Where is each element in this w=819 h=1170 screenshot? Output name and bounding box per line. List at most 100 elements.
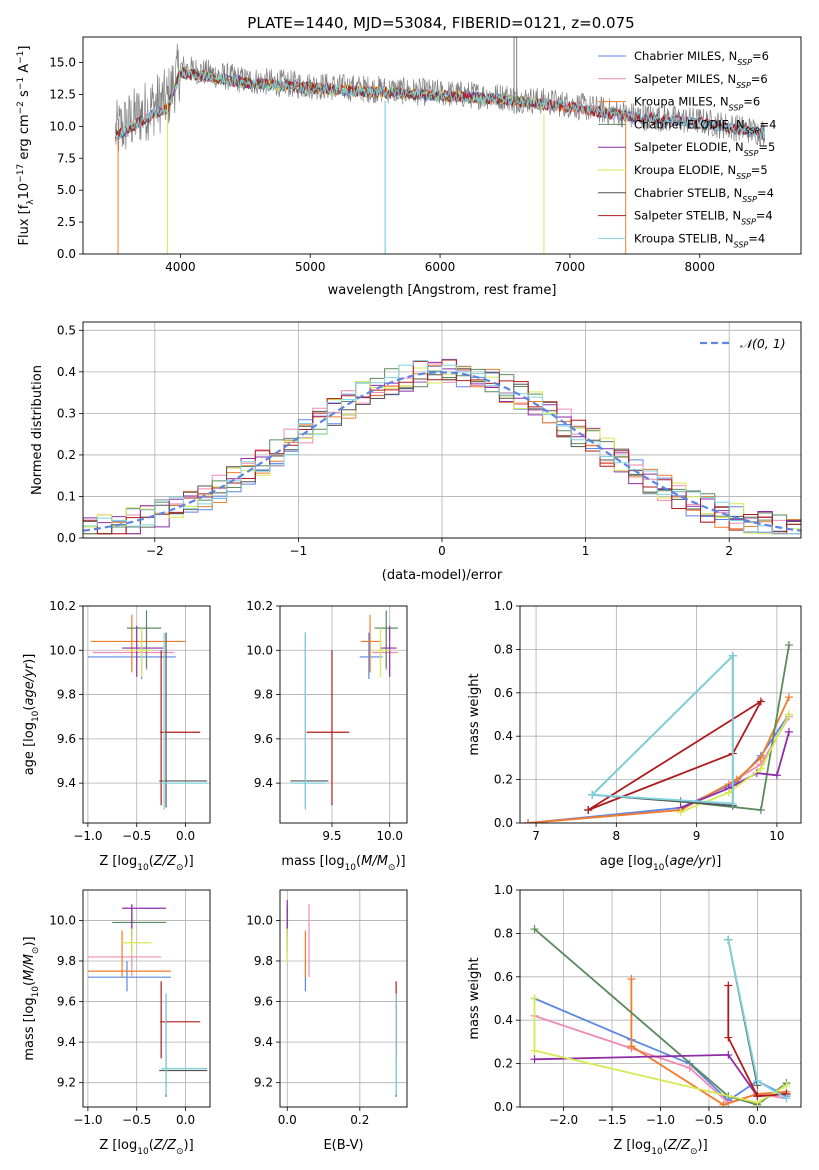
label-part: λ (26, 199, 36, 205)
label-part: age [log (22, 722, 37, 775)
weight-marker-chabrier_elodie (530, 925, 539, 934)
y-tick-label: 0.8 (494, 926, 513, 940)
grid-lines (520, 889, 801, 1108)
axes-frame (82, 321, 802, 539)
y-axis-label: Flux [fλ10−17 erg cm−2 s−1 A−1] (16, 46, 36, 246)
y-tick-label: 9.8 (254, 954, 273, 968)
label-part: ( (22, 981, 37, 986)
y-axis-label: age [log10(age/yr)] (22, 654, 41, 776)
legend-label-kroupa_stelib: Kroupa STELIB, NSSP=4 (634, 231, 765, 249)
legend-label-chabrier_miles: Chabrier MILES, NSSP=6 (634, 49, 769, 67)
weight-marker-salpeter_stelib (756, 697, 765, 706)
y-tick-label: 12.5 (49, 87, 76, 101)
weight-marker-kroupa_miles (627, 1042, 636, 1051)
label-part: Normed distribution (30, 365, 45, 495)
mass-vs-ebv-panel: 0.0 0.2 9.2 9.4 9.6 9.8 10.0 E(B-V) (246, 889, 408, 1153)
tick-group: 7 8 9 10 0.0 0.2 0.4 0.6 0.8 1.0 (494, 599, 785, 843)
label-part: s (17, 90, 32, 101)
legend-tail: =4 (760, 117, 777, 131)
y-tick-label: 9.4 (254, 776, 273, 790)
label-part: age [log (600, 854, 653, 869)
weight-marker-kroupa_stelib (728, 799, 737, 808)
label-part: age/yr (669, 854, 712, 869)
label-part: mass weight (467, 673, 482, 755)
y-tick-label: 9.6 (57, 995, 76, 1009)
legend-text: Salpeter ELODIE, N (634, 140, 744, 154)
x-tick-label: 8000 (684, 260, 715, 274)
label-part: ⊙ (31, 947, 41, 955)
label-part: A (17, 64, 32, 77)
weight-line-kroupa_miles (527, 696, 790, 823)
weight-marker-kroupa_elodie (756, 764, 765, 773)
plot-area (83, 358, 801, 535)
weight-marker-salpeter_stelib (724, 981, 733, 990)
y-tick-label: 0.4 (494, 1013, 513, 1027)
label-part: )] (395, 854, 405, 869)
y-tick-label: 0.4 (494, 729, 513, 743)
label-part: ( (149, 854, 154, 869)
x-tick-label: −0.5 (122, 829, 151, 843)
label-part: erg cm (17, 114, 32, 163)
label-part: 10 (137, 1147, 149, 1157)
legend-sub: SSP (729, 103, 744, 112)
tick-group: 4000 5000 6000 7000 8000 0.0 2.5 5.0 7.5 10.0 12.5… (49, 56, 715, 274)
age-vs-mass-panel: 9.5 10.0 9.4 9.6 9.8 10.0 10.2 mass [log10(M/M⊙… (246, 599, 408, 873)
grid-lines (520, 605, 801, 824)
label-part: Z [log (613, 1138, 651, 1153)
axes-frame (279, 605, 408, 824)
label-part: ( (356, 854, 361, 869)
legend-text: Kroupa ELODIE, N (634, 163, 736, 177)
x-tick-label: 0.0 (278, 1113, 297, 1127)
weight-marker-kroupa_stelib (753, 1076, 762, 1085)
weight-marker-chabrier_elodie (784, 641, 793, 650)
model-spectrum-kroupa_stelib (115, 67, 766, 140)
figure-title: PLATE=1440, MJD=53084, FIBERID=0121, z=0… (247, 14, 634, 32)
label-part: Z/Z (667, 1138, 691, 1153)
x-tick-label: −2 (146, 544, 164, 558)
x-tick-label: 10.0 (376, 829, 403, 843)
y-tick-label: 9.2 (57, 1076, 76, 1090)
y-tick-label: 0.2 (494, 1057, 513, 1071)
grid-lines (280, 605, 407, 823)
x-tick-label: 4000 (165, 260, 196, 274)
label-part: )] (22, 936, 37, 946)
y-tick-label: 1.0 (494, 599, 513, 613)
x-tick-label: 10 (769, 829, 784, 843)
label-part: age/yr (22, 662, 37, 705)
label-part: wavelength [Angstrom, rest frame] (328, 283, 557, 298)
y-tick-label: 10.0 (246, 643, 273, 657)
label-part: 10 (345, 863, 357, 873)
legend-text: Salpeter MILES, N (634, 72, 736, 86)
label-part: 10 (17, 183, 32, 200)
x-tick-label: 0.0 (748, 1113, 767, 1127)
residual-histogram-panel: −2 −1 0 1 2 0.0 0.1 0.2 0.3 0.4 0.5 (data-model)/er… (30, 321, 802, 583)
y-tick-label: 9.8 (57, 688, 76, 702)
legend-label-salpeter_miles: Salpeter MILES, NSSP=6 (634, 72, 768, 90)
label-part: Z/Z (153, 1138, 177, 1153)
x-tick-label: 0.0 (176, 1113, 195, 1127)
label-part: ( (664, 854, 669, 869)
label-part: Z [log (99, 854, 137, 869)
y-tick-label: 9.4 (254, 1035, 273, 1049)
legend-text: Salpeter STELIB, N (634, 209, 741, 223)
plot-area (87, 610, 209, 810)
x-tick-label: 9 (693, 829, 701, 843)
plot-area (286, 900, 397, 1097)
tick-group: −1.0 −0.5 0.0 9.2 9.4 9.6 9.8 10.0 (49, 913, 195, 1127)
legend-sub: SSP (745, 126, 760, 135)
weight-vs-metallicity-panel: −2.0 −1.5 −1.0 −0.5 0.0 0.0 0.2 0.4 0.6 0.8 1.0 Z [… (467, 883, 802, 1157)
y-tick-label: 10.0 (246, 913, 273, 927)
x-tick-label: −1.0 (73, 1113, 102, 1127)
x-tick-label: 7 (532, 829, 540, 843)
x-tick-label: 7000 (555, 260, 586, 274)
grid-lines (83, 322, 801, 539)
weight-line-kroupa_stelib (591, 653, 734, 805)
legend-sub: SSP (734, 240, 749, 249)
spectrum-panel: 4000 5000 6000 7000 8000 0.0 2.5 5.0 7.5 10.0 12.5… (16, 36, 802, 298)
legend-text: Chabrier STELIB, N (634, 186, 742, 200)
label-part: ( (663, 1138, 668, 1153)
y-tick-label: 10.0 (49, 913, 76, 927)
y-tick-label: 0.0 (57, 531, 76, 545)
weight-line-kroupa_elodie (533, 998, 787, 1104)
legend-sub: SSP (744, 149, 759, 158)
